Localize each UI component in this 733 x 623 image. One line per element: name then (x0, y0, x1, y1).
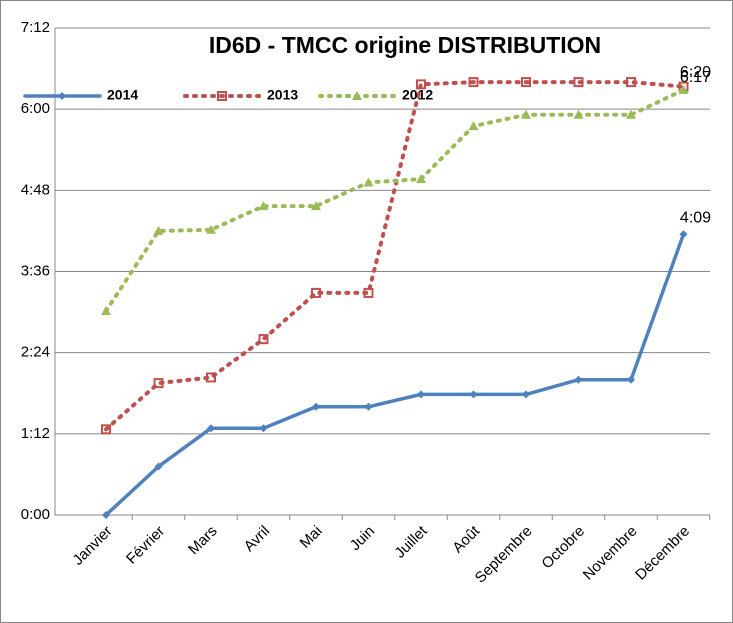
marker (206, 224, 216, 234)
marker (468, 121, 479, 131)
marker (627, 375, 635, 384)
marker (352, 91, 362, 100)
data-label: 6:17 (680, 69, 711, 86)
marker (259, 424, 268, 433)
marker (258, 201, 269, 211)
marker (417, 390, 425, 399)
marker (573, 109, 584, 119)
series-line (104, 88, 686, 313)
marker (363, 177, 374, 187)
marker (574, 375, 583, 384)
y-tick-label: 6:00 (21, 100, 50, 117)
y-tick-label: 7:12 (21, 19, 50, 36)
legend-label: 2013 (267, 87, 298, 103)
marker (416, 79, 426, 90)
marker (364, 402, 373, 411)
marker (626, 109, 636, 119)
marker (521, 77, 531, 88)
marker (679, 230, 688, 239)
marker (363, 287, 374, 298)
series-line (104, 232, 686, 517)
marker (678, 85, 689, 95)
marker (102, 511, 110, 519)
marker (311, 287, 321, 298)
marker (207, 424, 215, 433)
marker (311, 201, 321, 211)
marker (312, 402, 320, 411)
marker (258, 334, 269, 345)
data-label: 4:09 (680, 210, 711, 227)
series-line (104, 80, 686, 432)
legend-label: 2012 (402, 87, 433, 103)
marker (58, 92, 66, 100)
chart-title: ID6D - TMCC origine DISTRIBUTION (209, 32, 601, 58)
marker (217, 91, 227, 101)
y-tick-label: 0:00 (21, 506, 50, 523)
y-tick-label: 4:48 (21, 181, 50, 198)
marker (101, 424, 111, 435)
marker (626, 77, 636, 88)
legend-label: 2014 (107, 87, 138, 103)
marker (153, 225, 164, 235)
marker (522, 390, 530, 399)
marker (468, 77, 479, 88)
marker (416, 174, 426, 184)
marker (154, 462, 163, 471)
y-tick-label: 1:12 (21, 425, 50, 442)
data-label: 6:20 (680, 64, 711, 81)
y-tick-label: 2:24 (21, 344, 50, 361)
marker (573, 77, 584, 88)
marker (469, 390, 478, 399)
marker (521, 109, 531, 119)
marker (206, 372, 216, 383)
marker (101, 305, 111, 315)
marker (153, 378, 164, 389)
y-tick-label: 3:36 (21, 262, 50, 279)
